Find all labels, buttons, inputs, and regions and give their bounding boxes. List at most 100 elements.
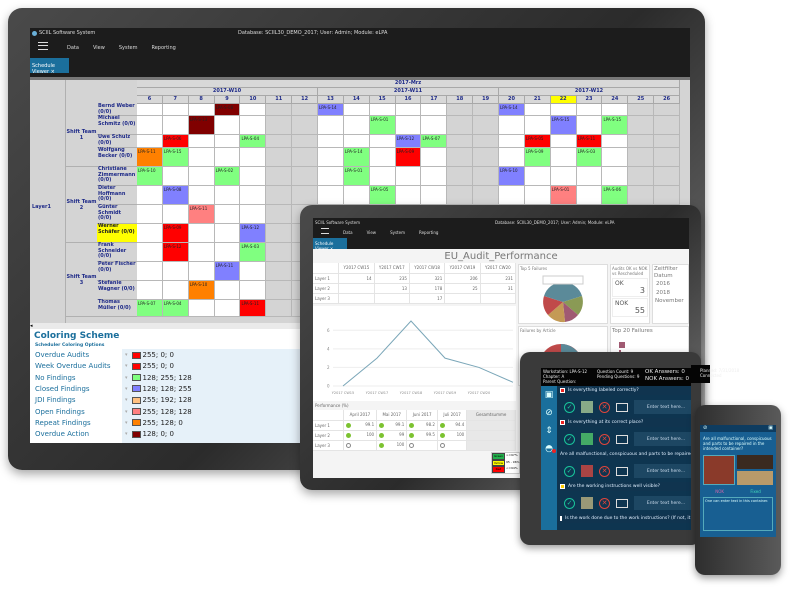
color-swatch[interactable] [131,374,141,382]
save-icon[interactable]: ▣ [768,425,773,431]
nok-answer-button[interactable]: ✕ [599,497,610,509]
audit-cell[interactable]: LPA-S-14 [499,104,525,116]
cancel-icon[interactable]: ⊘ [545,408,553,418]
audit-cell[interactable]: LPA-S-04 [162,300,189,317]
audit-cell[interactable]: LPA-S-11 [214,262,241,281]
color-value-field[interactable]: ▾ 255; 128; 0 [125,419,183,427]
audit-cell[interactable]: LPA-S-07 [421,135,448,148]
phone-note-input[interactable]: One can enter text in this container. [703,497,773,531]
audit-cell[interactable]: LPA-S-01 [550,186,577,205]
audit-cell[interactable]: LPA-S-12 [240,224,267,243]
fixed-button[interactable]: Fixed [750,489,761,494]
expand-icon[interactable]: ⇕ [545,426,553,436]
color-value-field[interactable]: ▾ 255; 192; 128 [125,396,192,404]
audit-cell[interactable]: LPA-S-11 [240,300,267,317]
audit-cell[interactable]: LPA-S-09 [524,148,551,167]
menu-system[interactable]: System [118,45,138,51]
dropdown-arrow-icon[interactable]: ▾ [125,419,128,426]
audit-cell[interactable]: LPA-S-01 [369,116,396,135]
finding-photo[interactable] [703,455,735,485]
comment-input[interactable]: Enter text here... [634,432,691,446]
audit-cell[interactable]: LPA-S-12 [162,243,189,262]
color-swatch[interactable] [131,385,141,393]
finding-photo[interactable] [737,471,773,485]
dropdown-arrow-icon[interactable]: ▾ [125,431,128,438]
menu-system[interactable]: System [390,230,405,235]
nok-answer-button[interactable]: ✕ [599,465,610,477]
photo-thumbnail[interactable] [581,497,593,509]
color-value-field[interactable]: ▾ 255; 128; 128 [125,408,192,416]
color-value-field[interactable]: ▾ 128; 255; 128 [125,374,192,382]
audit-cell[interactable]: LPA-S-11 [576,135,603,148]
audit-cell[interactable]: LPA-S-08 [162,186,189,205]
save-icon[interactable]: ▣ [544,390,554,400]
nok-answer-button[interactable]: ✕ [599,401,610,413]
audit-cell[interactable]: LPA-S-05 [369,186,396,205]
audit-cell[interactable]: LPA-S-14 [343,148,370,167]
color-value-field[interactable]: ▾ 128; 128; 255 [125,385,192,393]
ok-answer-button[interactable]: ✓ [564,465,575,477]
menu-data[interactable]: Data [67,45,79,51]
audit-cell[interactable]: LPA-S-09 [395,148,422,167]
color-value-field[interactable]: ▾ 255; 0; 0 [125,362,174,370]
dropdown-arrow-icon[interactable]: ▾ [125,363,128,370]
audit-cell[interactable]: LPA-S-10 [499,167,525,186]
filter-2016[interactable]: 2016 [656,281,670,287]
audit-cell[interactable]: LPA-S-14 [318,104,344,116]
audit-cell[interactable]: LPA-S-07 [137,300,163,317]
audit-cell[interactable]: LPA-S-11 [137,148,163,167]
ok-answer-button[interactable]: ✓ [564,433,575,445]
finding-photo[interactable] [737,455,773,469]
audit-cell[interactable]: LPA-S-15 [550,116,577,135]
audit-cell[interactable]: LPA-S-03 [576,148,603,167]
ok-answer-button[interactable]: ✓ [564,401,575,413]
audit-cell[interactable]: LPA-S-15 [162,148,189,167]
color-value-field[interactable]: ▾ 255; 0; 0 [125,351,174,359]
dropdown-arrow-icon[interactable]: ▾ [125,385,128,392]
add-image-icon[interactable] [616,434,628,444]
audit-cell[interactable]: LPA-S-09 [162,224,189,243]
menu-view[interactable]: View [366,230,377,235]
color-value-field[interactable]: ▾ 128; 0; 0 [125,430,174,438]
tab-schedule-viewer[interactable]: Schedule Viewer × [313,238,347,251]
dropdown-arrow-icon[interactable]: ▾ [125,374,128,381]
menu-data[interactable]: Data [343,230,353,235]
dropdown-arrow-icon[interactable]: ▾ [125,352,128,358]
photo-thumbnail[interactable] [581,433,593,445]
audit-cell[interactable]: LPA-S-11 [188,205,215,224]
color-swatch[interactable] [131,419,141,427]
audit-cell[interactable]: LPA-S-15 [602,116,629,135]
audit-cell[interactable]: LPA-S-10 [188,281,215,300]
gauge-icon[interactable]: ◓ [541,440,557,458]
comment-input[interactable]: Enter text here... [634,400,691,414]
hamburger-menu-icon[interactable] [38,42,48,50]
audit-cell[interactable]: LPA-S-12 [395,135,422,148]
comment-input[interactable]: Enter text here... [634,464,691,478]
audit-cell[interactable]: LPA-S-05 [524,135,551,148]
color-swatch[interactable] [131,430,141,438]
audit-cell[interactable]: LPA-S-03 [240,243,267,262]
audit-cell[interactable]: LPA-S-13 [188,116,215,135]
add-image-icon[interactable] [616,402,628,412]
color-swatch[interactable] [131,396,141,404]
photo-thumbnail[interactable] [581,465,593,477]
filter-november[interactable]: November [655,298,684,304]
tab-schedule-viewer[interactable]: Schedule Viewer × [30,58,69,75]
color-swatch[interactable] [131,362,141,370]
audit-cell[interactable]: LPA-S-10 [137,167,163,186]
hamburger-menu-icon[interactable] [321,228,329,234]
cancel-icon[interactable]: ⊘ [703,425,708,431]
audit-cell[interactable]: LPA-S-02 [214,167,241,186]
nok-button[interactable]: NOK [715,489,724,494]
audit-cell[interactable]: LPA-S-08 [214,104,241,116]
audit-cell[interactable]: LPA-S-01 [343,167,370,186]
photo-thumbnail[interactable] [581,401,593,413]
audit-cell[interactable]: LPA-S-06 [162,135,189,148]
dropdown-arrow-icon[interactable]: ▾ [125,397,128,404]
menu-view[interactable]: View [92,45,105,51]
ok-answer-button[interactable]: ✓ [564,497,575,509]
color-swatch[interactable] [131,351,141,359]
color-swatch[interactable] [131,408,141,415]
add-image-icon[interactable] [616,466,628,476]
filter-2018[interactable]: 2018 [656,289,670,296]
